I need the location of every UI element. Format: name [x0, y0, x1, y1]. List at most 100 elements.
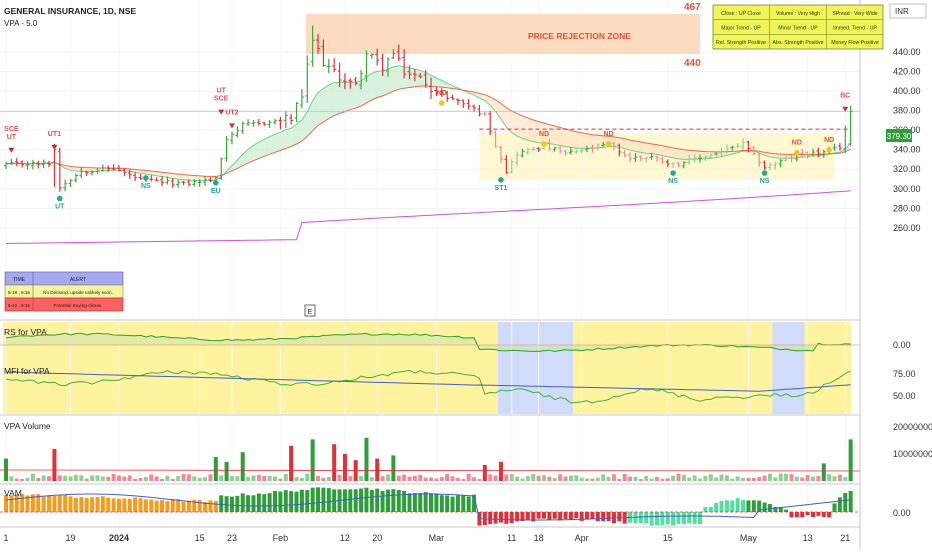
volume-bar-147	[795, 477, 799, 481]
volume-bar-29	[160, 479, 164, 481]
vam-bar-92	[499, 512, 503, 523]
signal-label: SCE	[214, 96, 229, 103]
time-tick-label: Apr	[575, 533, 589, 543]
vam-bar-41	[225, 496, 229, 512]
volume-bar-99	[537, 476, 541, 481]
vam-panel-title: VAM	[4, 488, 22, 498]
alert-text: No Demand. upside unlikely soon.	[43, 290, 113, 295]
time-tick-label: 15	[663, 533, 673, 543]
volume-bar-25	[139, 478, 143, 481]
vam-bar-11	[63, 495, 67, 512]
volume-bar-151	[816, 476, 820, 481]
volume-bar-122	[660, 479, 664, 481]
time-tick-label: 11	[507, 533, 516, 543]
signal-dot	[606, 141, 612, 147]
ema-cloud-segment	[641, 142, 646, 153]
volume-bar-1	[9, 476, 13, 481]
volume-bar-50	[273, 476, 277, 481]
vam-bar-97	[526, 512, 530, 520]
ema-cloud-segment	[646, 143, 651, 154]
volume-bar-139	[752, 478, 756, 481]
vam-bar-20	[112, 498, 116, 512]
vam-bar-119	[644, 512, 648, 523]
vam-bar-154	[833, 503, 837, 512]
indicator-tick-label: 75.00	[893, 369, 916, 379]
volume-bar-145	[784, 474, 788, 481]
vam-bar-60	[327, 488, 331, 512]
last-price-value: 379.30	[887, 132, 912, 141]
vam-bar-33	[182, 502, 186, 512]
signal-label: NS	[141, 183, 151, 190]
ema-cloud-segment	[566, 129, 571, 147]
volume-bar-110	[596, 478, 600, 481]
time-tick-label: 2024	[109, 533, 129, 543]
price-tick-label: 400.00	[893, 86, 921, 96]
vam-bar-12	[69, 496, 73, 512]
vam-bar-157	[849, 491, 853, 512]
vam-bar-15	[85, 498, 89, 512]
volume-bar-55	[300, 478, 304, 481]
vam-bar-23	[128, 499, 132, 512]
vam-bar-138	[746, 500, 750, 512]
volume-bar-64	[348, 476, 352, 481]
vam-bar-147	[795, 512, 799, 517]
volume-bar-95	[515, 477, 519, 481]
vam-bar-103	[558, 512, 562, 521]
vam-bar-112	[607, 512, 611, 521]
vam-bar-118	[639, 512, 643, 523]
volume-bar-54	[295, 477, 299, 481]
volume-bar-153	[827, 474, 831, 481]
ema-cloud-segment	[270, 134, 275, 154]
vam-bar-77	[418, 493, 422, 512]
volume-bar-155	[838, 475, 842, 481]
volume-bar-17	[95, 475, 99, 481]
vam-bar-42	[230, 497, 234, 512]
vam-bar-28	[155, 501, 159, 512]
volume-bar-47	[257, 475, 261, 481]
vam-bar-16	[90, 497, 94, 512]
signal-label: UT2	[225, 109, 238, 116]
vam-bar-9	[52, 496, 56, 512]
signal-label: NS	[760, 178, 770, 185]
volume-bar-20	[112, 474, 116, 481]
volume-bar-77	[418, 475, 422, 481]
vam-bar-137	[741, 500, 745, 512]
signal-label: ST1	[495, 185, 508, 192]
signal-label: ND	[824, 137, 834, 144]
volume-bar-107	[580, 478, 584, 481]
vam-bar-27	[149, 500, 153, 512]
vam-bar-101	[547, 512, 551, 520]
vam-bar-132	[714, 503, 718, 512]
volume-bar-46	[251, 475, 255, 481]
volume-bar-8	[47, 476, 51, 481]
volume-bar-40	[219, 475, 223, 481]
signal-dot	[439, 100, 445, 106]
vam-bar-81	[440, 495, 444, 512]
volume-bar-123	[666, 478, 670, 481]
price-tick-label: 260.00	[893, 223, 921, 233]
ema-cloud-segment	[528, 118, 533, 142]
volume-bar-133	[720, 475, 724, 481]
volume-bar-154	[833, 476, 837, 481]
vam-bar-54	[295, 492, 299, 512]
vam-bar-7	[42, 497, 46, 512]
ema-cloud-segment	[635, 141, 640, 152]
vam-bar-50	[273, 491, 277, 512]
signal-label: ND	[792, 140, 802, 147]
volume-bar-87	[472, 477, 476, 481]
price-tick-label: 300.00	[893, 184, 921, 194]
ema-cloud-segment	[576, 132, 581, 149]
status-cell: Abs. Strength Positive	[772, 40, 823, 46]
vam-bar-22	[122, 498, 126, 512]
currency-label: INR	[895, 7, 909, 16]
volume-bar-21	[117, 476, 121, 481]
volume-bar-67	[364, 438, 368, 481]
volume-bar-108	[585, 478, 589, 481]
ema-cloud-segment	[275, 132, 280, 152]
ema-cloud-segment	[372, 71, 377, 100]
volume-bar-2	[15, 478, 19, 481]
volume-bar-149	[806, 475, 810, 481]
vam-bar-73	[397, 490, 401, 512]
